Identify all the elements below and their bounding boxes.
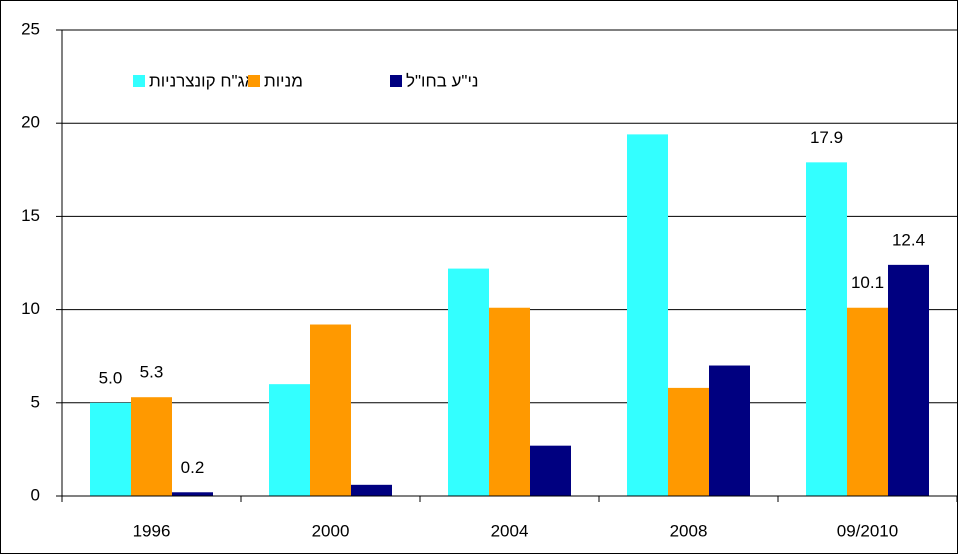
x-tick-label: 2008	[670, 521, 708, 540]
bar	[310, 324, 351, 496]
data-label: 5.3	[140, 363, 164, 382]
bar	[269, 384, 310, 496]
bar	[90, 402, 131, 496]
bar	[131, 397, 172, 496]
x-tick-label: 2004	[491, 521, 529, 540]
bar	[888, 264, 929, 496]
y-tick-label: 10	[21, 299, 40, 318]
y-tick-label: 15	[21, 206, 40, 225]
bar	[668, 387, 709, 496]
legend-label: מניות	[264, 71, 303, 90]
bar	[448, 268, 489, 496]
y-tick-label: 0	[31, 485, 40, 504]
legend-swatch	[390, 75, 402, 87]
legend-label: אג"ח קונצרניות	[149, 71, 256, 90]
bar	[172, 492, 213, 496]
bar	[351, 484, 392, 496]
data-label: 5.0	[99, 368, 123, 387]
legend-swatch	[133, 75, 145, 87]
bar	[530, 445, 571, 496]
legend-label: ני"ע בחו"ל	[406, 71, 479, 90]
x-tick-label: 1996	[133, 521, 171, 540]
data-label: 12.4	[892, 230, 925, 249]
bar	[709, 365, 750, 496]
x-tick-label: 2000	[312, 521, 350, 540]
legend-swatch	[248, 75, 260, 87]
x-tick-label: 09/2010	[837, 521, 898, 540]
y-tick-label: 25	[21, 19, 40, 38]
y-tick-label: 20	[21, 113, 40, 132]
bar	[847, 307, 888, 496]
bar	[489, 307, 530, 496]
data-label: 17.9	[810, 128, 843, 147]
data-label: 0.2	[181, 458, 205, 477]
bar	[806, 162, 847, 496]
data-label: 10.1	[851, 273, 884, 292]
bar	[627, 134, 668, 496]
y-tick-label: 5	[31, 392, 40, 411]
